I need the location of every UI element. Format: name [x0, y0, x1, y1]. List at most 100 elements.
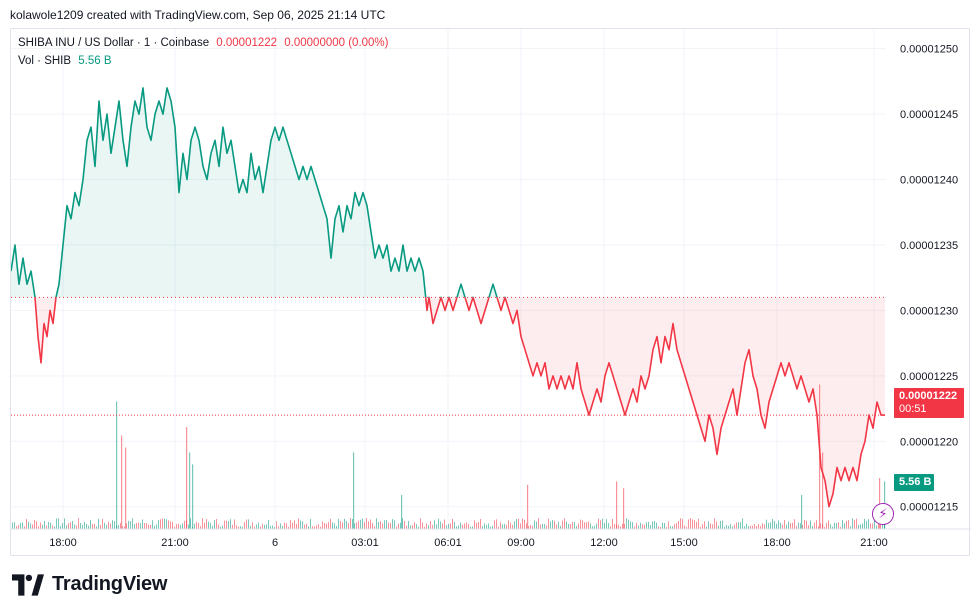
chart-legend: SHIBA INU / US Dollar · 1 · Coinbase 0.0…	[18, 35, 388, 69]
volume-bar	[174, 526, 175, 529]
volume-bar	[432, 524, 433, 529]
volume-bar	[314, 526, 315, 529]
volume-bar	[412, 525, 413, 529]
volume-bar	[132, 518, 133, 529]
volume-bar	[260, 526, 261, 529]
volume-bar	[724, 526, 725, 529]
volume-bar	[14, 521, 15, 529]
volume-bar	[652, 521, 653, 529]
volume-bar	[28, 521, 29, 529]
volume-bar	[466, 522, 467, 529]
brand-name: TradingView	[52, 573, 168, 595]
volume-bar	[12, 522, 13, 529]
price-tick-label: 0.00001230	[900, 305, 958, 317]
volume-bar	[20, 523, 21, 529]
volume-bar	[320, 526, 321, 529]
volume-label[interactable]: Vol · SHIB	[18, 55, 72, 67]
volume-bar	[44, 520, 45, 529]
volume-bar	[610, 526, 611, 529]
tradingview-logo[interactable]: TradingView	[12, 573, 167, 596]
volume-bar	[674, 524, 675, 529]
time-tick-label: 6	[272, 537, 278, 549]
volume-bar	[408, 520, 409, 529]
volume-bar	[72, 520, 73, 529]
volume-bar	[842, 519, 843, 529]
volume-bar	[104, 522, 105, 529]
volume-bar	[484, 523, 485, 529]
price-tick-label: 0.00001220	[900, 436, 958, 448]
volume-bar	[406, 525, 407, 529]
volume-bar	[540, 524, 541, 529]
volume-bar	[876, 525, 877, 529]
volume-bar	[138, 522, 139, 529]
reference-lines	[11, 296, 886, 416]
chart-frame[interactable]: 0.00001250 0.00001245 0.00001240 0.00001235…	[10, 28, 971, 557]
volume-bar	[846, 520, 847, 529]
volume-bar	[742, 518, 743, 529]
volume-bar	[230, 519, 231, 529]
bar-countdown: 00:51	[899, 403, 927, 415]
volume-bar	[618, 524, 619, 529]
volume-bar	[816, 520, 817, 529]
volume-bar	[608, 523, 609, 529]
volume-bar	[756, 525, 757, 529]
lightning-icon[interactable]: ⚡︎	[872, 503, 894, 525]
volume-bar	[86, 524, 87, 529]
volume-bar	[456, 526, 457, 529]
volume-bar	[458, 525, 459, 529]
volume-bar	[720, 520, 721, 529]
symbol-label[interactable]: SHIBA INU / US Dollar · 1 · Coinbase	[18, 37, 210, 49]
price-tick-label: 0.00001245	[900, 109, 958, 121]
volume-bar	[704, 521, 705, 529]
volume-bar	[712, 524, 713, 529]
volume-bar	[654, 521, 655, 529]
volume-bar	[360, 519, 361, 529]
volume-bar	[228, 521, 229, 529]
volume-bar	[882, 521, 883, 529]
price-lines	[11, 87, 885, 508]
volume-bar	[554, 520, 555, 529]
volume-bar	[262, 523, 263, 529]
volume-bar	[860, 524, 861, 529]
volume-bar	[266, 524, 267, 529]
volume-bar	[362, 518, 363, 529]
volume-bar	[454, 521, 455, 529]
volume-bar	[120, 522, 121, 529]
volume-bar	[664, 522, 665, 529]
volume-bar	[734, 524, 735, 529]
volume-bar	[686, 526, 687, 529]
volume-bar	[276, 521, 277, 529]
volume-bar	[524, 519, 525, 529]
volume-bar	[754, 524, 755, 529]
volume-spike	[527, 484, 529, 529]
volume-bar	[290, 520, 291, 529]
volume-bar	[778, 520, 779, 529]
price-chart[interactable]: 0.00001250 0.00001245 0.00001240 0.00001235…	[11, 29, 971, 557]
volume-bar	[338, 518, 339, 529]
volume-bar	[844, 523, 845, 529]
volume-bar	[492, 525, 493, 529]
volume-bar	[770, 522, 771, 529]
volume-bar	[298, 518, 299, 529]
volume-bar	[736, 522, 737, 529]
volume-bar	[50, 522, 51, 529]
volume-bar	[356, 522, 357, 529]
volume-bar	[110, 523, 111, 529]
volume-bar	[126, 523, 127, 529]
volume-bar	[764, 524, 765, 529]
volume-bar	[798, 522, 799, 529]
volume-spike	[116, 401, 118, 529]
volume-bar	[22, 522, 23, 529]
volume-bar	[544, 524, 545, 529]
volume-bar	[56, 518, 57, 529]
volume-bar	[586, 522, 587, 529]
volume-bar	[318, 524, 319, 529]
volume-bar	[60, 525, 61, 529]
volume-bar	[548, 518, 549, 529]
volume-bar	[312, 526, 313, 529]
volume-bar	[176, 524, 177, 529]
volume-bar	[434, 520, 435, 529]
volume-bar	[30, 523, 31, 529]
volume-bar	[644, 524, 645, 529]
volume-bar	[66, 525, 67, 529]
